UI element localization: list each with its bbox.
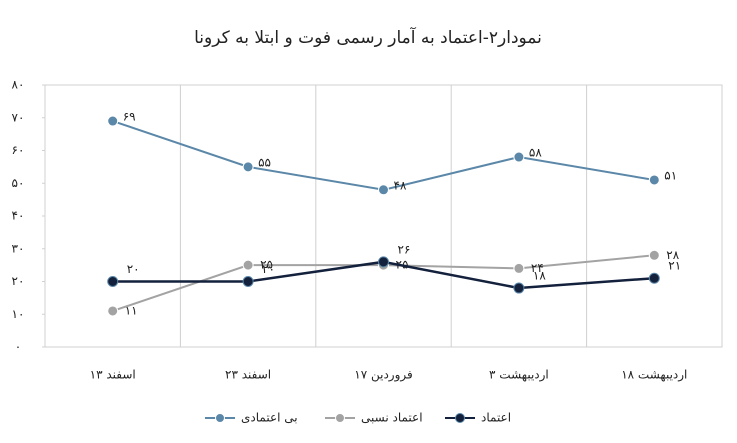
y-tick-label: ۴۰: [12, 209, 25, 223]
x-tick-label: ۱۳ اسفند: [90, 368, 136, 382]
point: [513, 151, 525, 163]
value-label: ۱۱: [125, 303, 138, 317]
value-label: ۵۵: [258, 155, 271, 169]
x-tick-label: ۱۷ فروردین: [354, 368, 412, 383]
value-label: ۵۸: [529, 146, 542, 160]
legend-marker: [455, 413, 465, 423]
legend-marker: [215, 413, 225, 423]
point: [378, 184, 389, 196]
y-tick-label: ۰: [15, 340, 21, 354]
value-label: ۵۱: [664, 168, 677, 182]
x-tick-label: ۱۸ اردیبهشت: [621, 368, 687, 383]
y-tick-label: ۵۰: [12, 176, 25, 190]
series-line: [112, 120, 655, 191]
value-label: ۲۵: [260, 258, 273, 272]
point: [242, 259, 254, 271]
value-label: ۲۰: [127, 262, 140, 276]
legend-marker: [335, 413, 345, 423]
point: [107, 276, 119, 287]
point: [107, 115, 119, 127]
y-tick-label: ۷۰: [12, 110, 25, 124]
point: [513, 282, 525, 294]
x-tick-label: ۲۳ اسفند: [225, 368, 271, 382]
value-label: ۲۰: [262, 262, 275, 276]
x-tick-label: ۳ اردیبهشت: [489, 368, 549, 383]
point: [513, 262, 525, 274]
y-tick-label: ۶۰: [12, 143, 25, 157]
point: [242, 161, 254, 173]
value-label: ۱۸: [533, 269, 546, 283]
point: [648, 174, 660, 186]
value-label: ۶۹: [123, 110, 136, 124]
value-label: ۲۸: [666, 248, 679, 262]
point: [107, 305, 119, 317]
y-tick-label: ۳۰: [12, 241, 25, 255]
chart-title: نمودار۲-اعتماد به آمار رسمی فوت و ابتلا …: [194, 26, 542, 48]
value-label: ۲۴: [531, 261, 544, 275]
point: [242, 276, 254, 287]
value-label: ۴۸: [394, 178, 407, 192]
point: [648, 272, 660, 284]
legend-label: بی اعتمادی: [241, 411, 298, 425]
legend-label: اعتماد نسبی: [361, 411, 423, 425]
point: [648, 249, 660, 261]
y-tick-label: ۲۰: [12, 274, 25, 288]
legend-label: اعتماد: [481, 411, 511, 425]
point: [378, 256, 389, 268]
y-tick-label: ۱۰: [12, 307, 25, 321]
value-label: ۲۱: [668, 259, 681, 273]
value-label: ۲۶: [398, 242, 411, 256]
plot-frame: [44, 84, 723, 348]
y-tick-label: ۸۰: [12, 78, 25, 92]
